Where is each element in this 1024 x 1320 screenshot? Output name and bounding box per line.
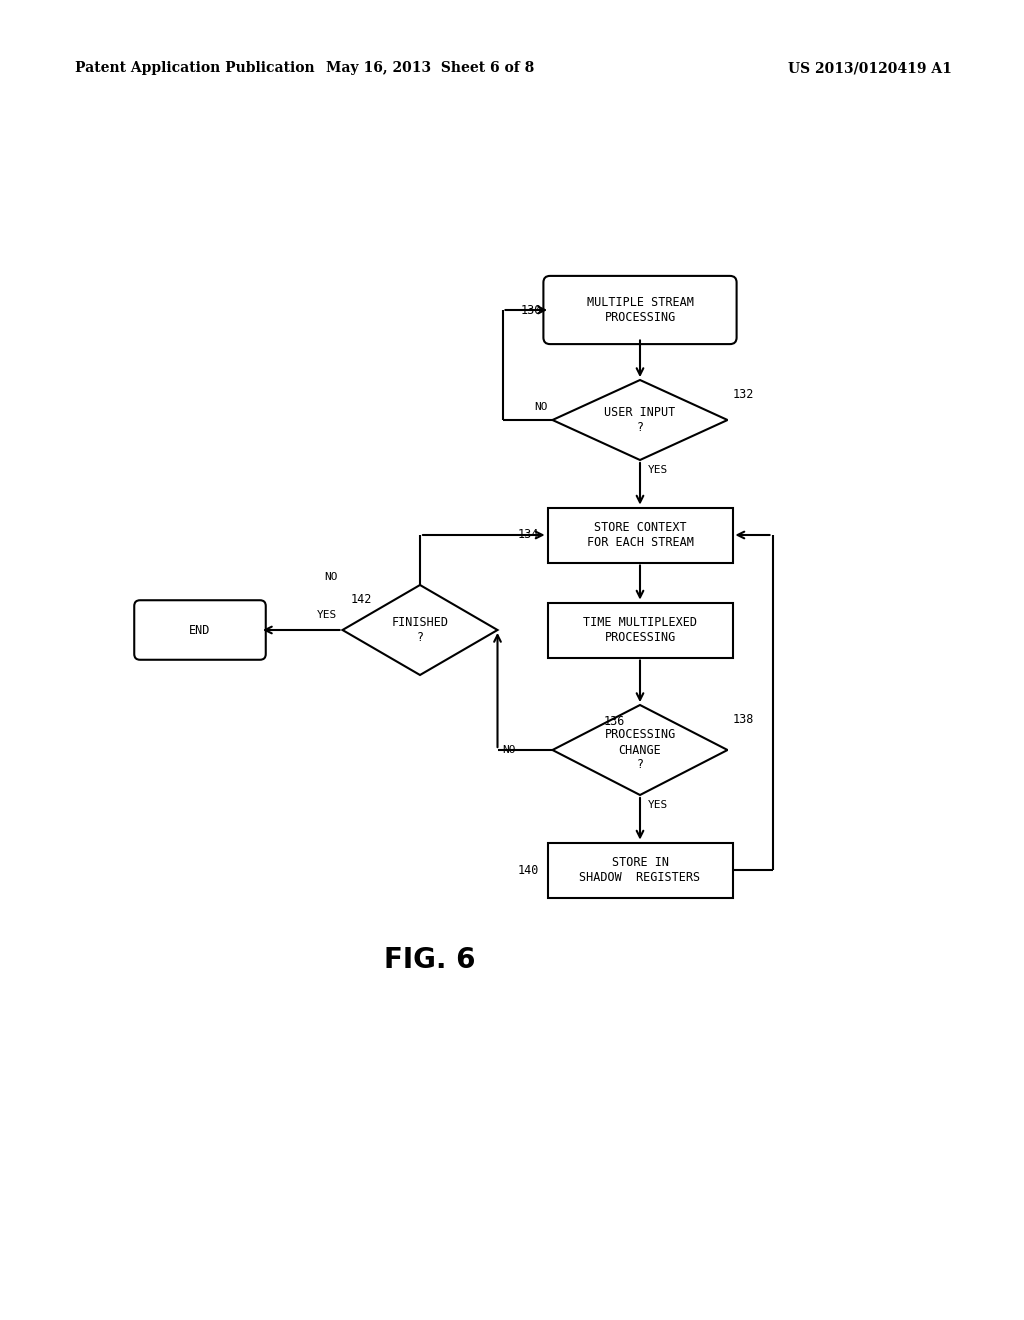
Text: 142: 142 [350,593,372,606]
Polygon shape [553,380,727,459]
Text: 140: 140 [518,863,540,876]
Text: PROCESSING
CHANGE
?: PROCESSING CHANGE ? [604,729,676,771]
Text: 134: 134 [518,528,540,541]
Text: 138: 138 [732,713,754,726]
Text: TIME MULTIPLEXED
PROCESSING: TIME MULTIPLEXED PROCESSING [583,616,697,644]
Text: NO: NO [324,572,338,582]
Text: 130: 130 [520,304,542,317]
Text: END: END [189,623,211,636]
Bar [548,842,732,898]
Text: FINISHED
?: FINISHED ? [391,616,449,644]
Text: NO: NO [503,744,516,755]
Text: 132: 132 [732,388,754,401]
Text: NO: NO [534,403,548,412]
Polygon shape [553,705,727,795]
Polygon shape [342,585,498,675]
FancyBboxPatch shape [544,276,736,345]
Text: YES: YES [648,800,669,810]
Text: STORE IN
SHADOW  REGISTERS: STORE IN SHADOW REGISTERS [580,855,700,884]
Bar [548,602,732,657]
Text: USER INPUT
?: USER INPUT ? [604,407,676,434]
FancyBboxPatch shape [134,601,266,660]
Text: STORE CONTEXT
FOR EACH STREAM: STORE CONTEXT FOR EACH STREAM [587,521,693,549]
Text: MULTIPLE STREAM
PROCESSING: MULTIPLE STREAM PROCESSING [587,296,693,323]
Text: YES: YES [648,465,669,475]
Text: YES: YES [317,610,338,620]
Text: US 2013/0120419 A1: US 2013/0120419 A1 [788,61,952,75]
Bar [548,507,732,562]
Text: 136: 136 [603,715,625,729]
Text: May 16, 2013  Sheet 6 of 8: May 16, 2013 Sheet 6 of 8 [326,61,535,75]
Text: FIG. 6: FIG. 6 [384,946,476,974]
Text: Patent Application Publication: Patent Application Publication [75,61,314,75]
